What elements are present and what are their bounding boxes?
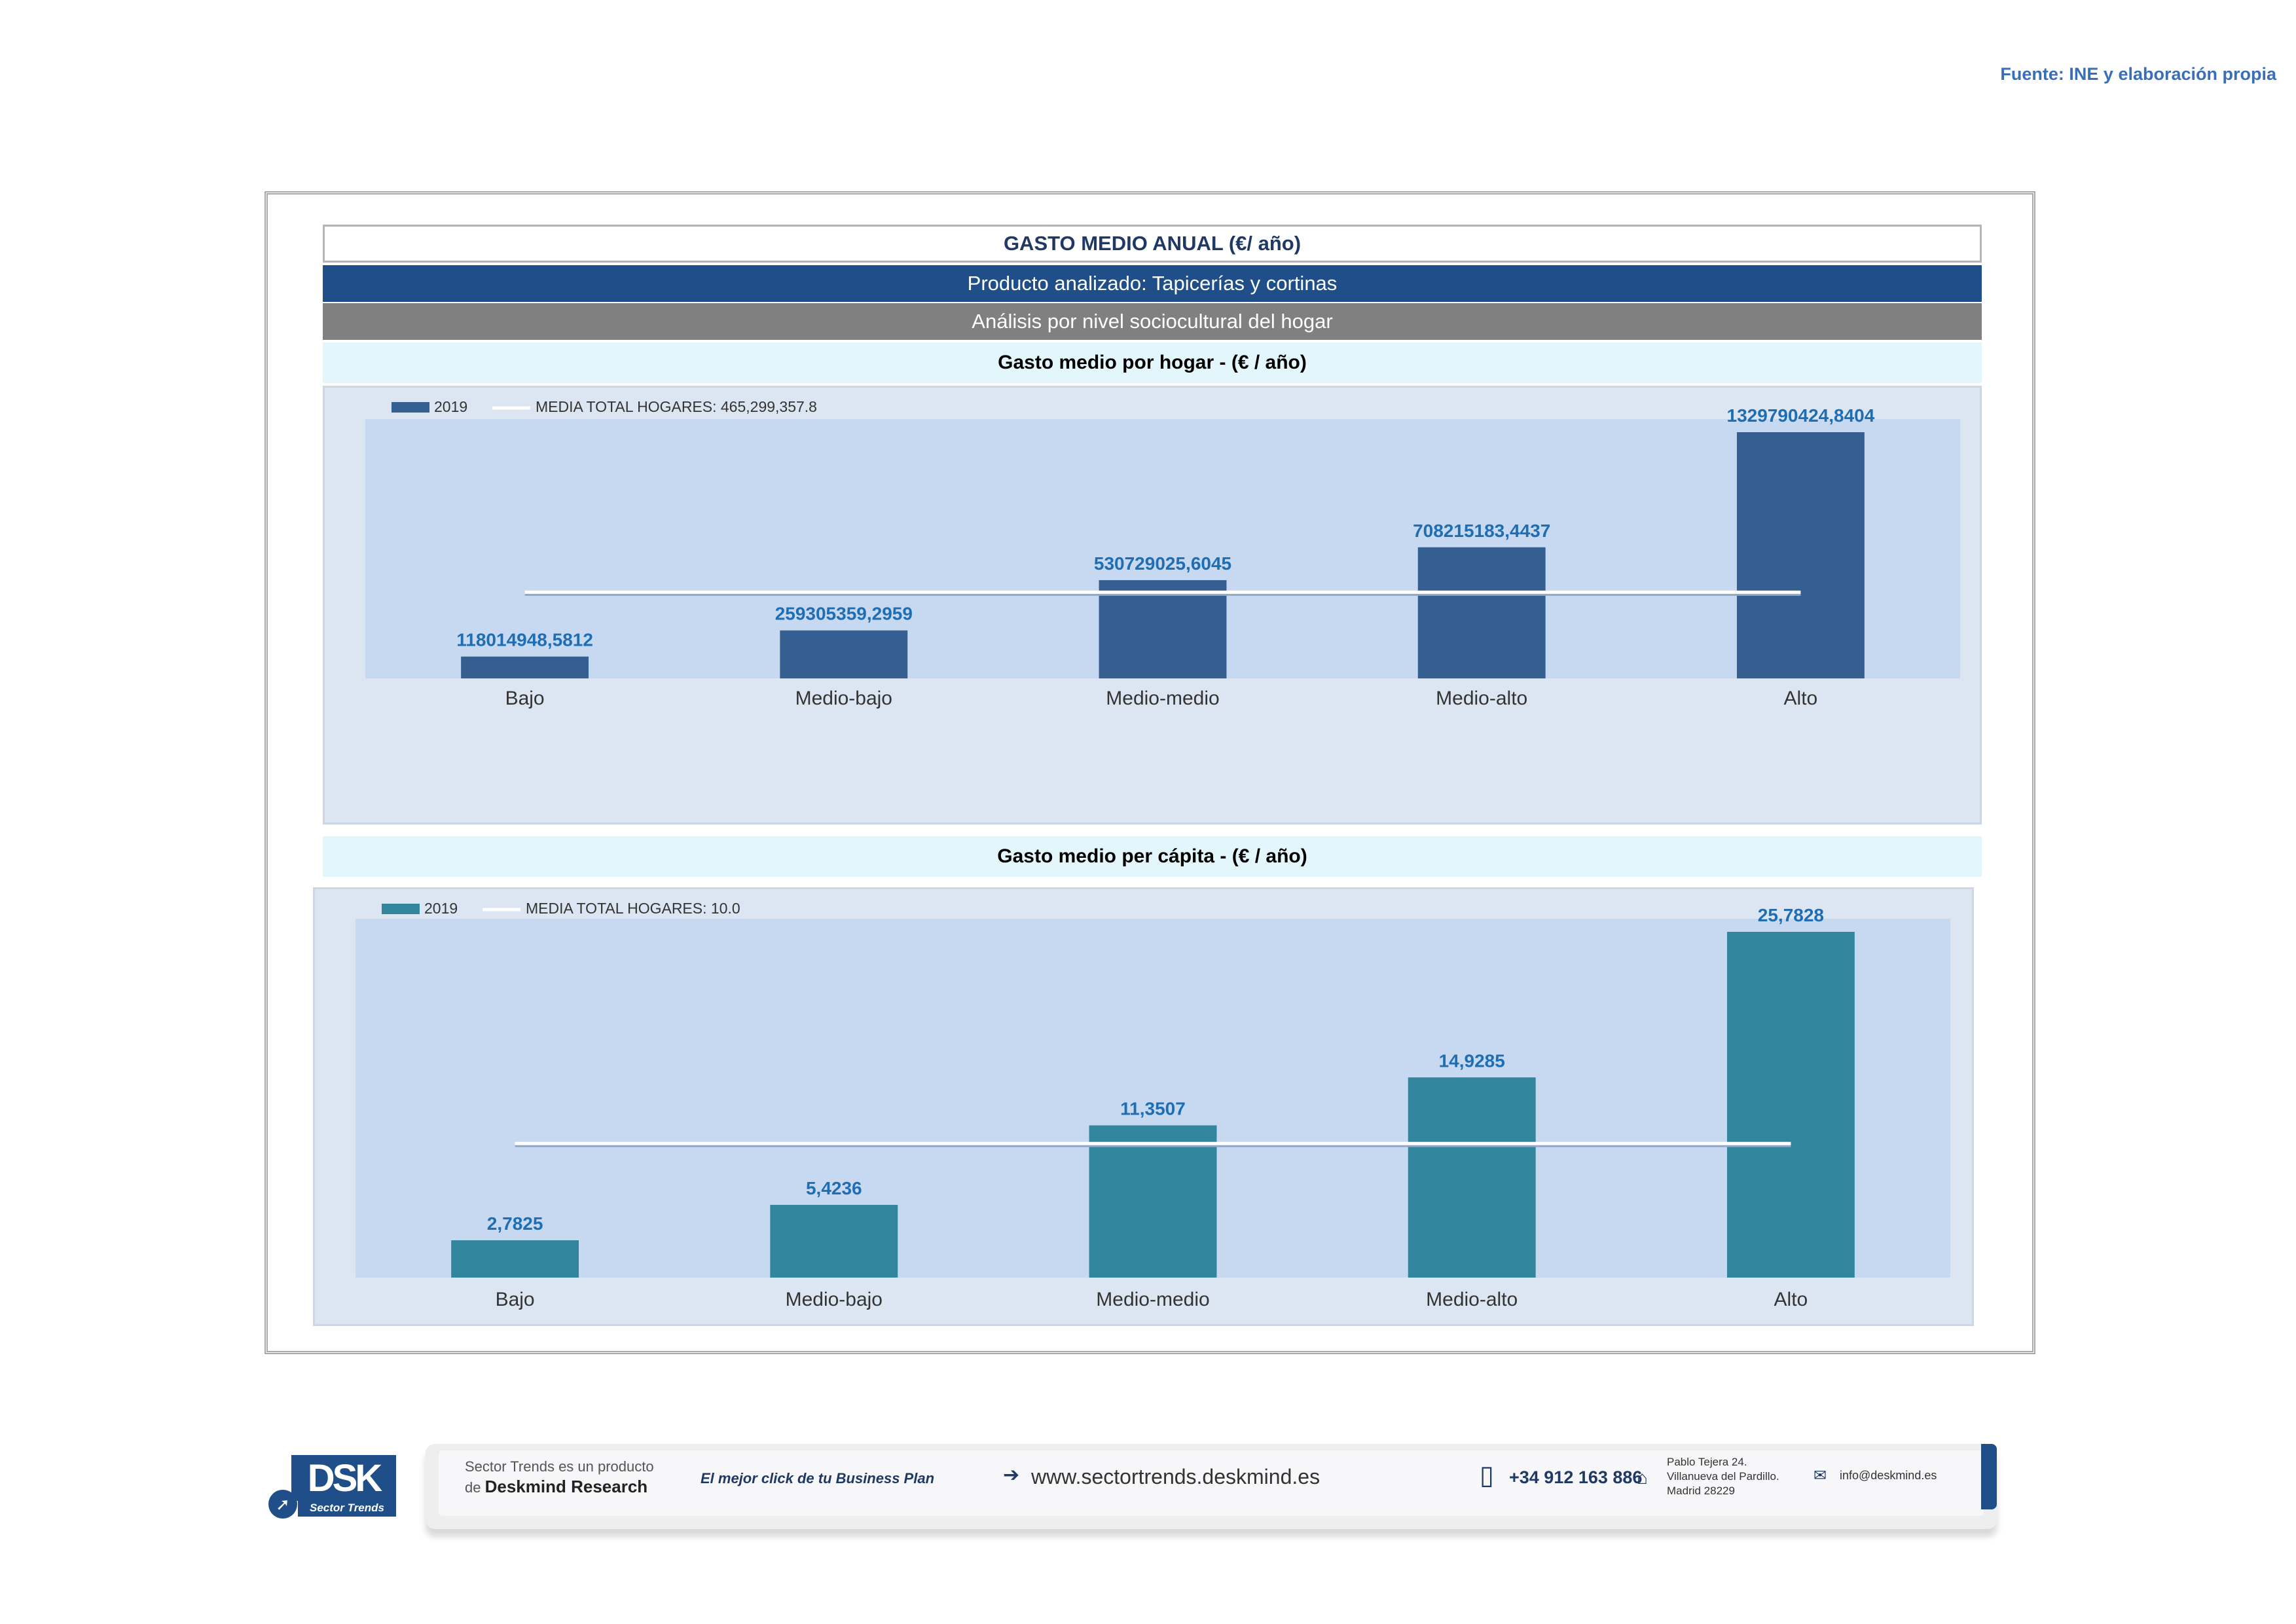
legend-swatch-series [382, 904, 420, 914]
product-line-2-prefix: de [465, 1479, 481, 1496]
bar-bajo [461, 656, 589, 678]
product-line-1: Sector Trends es un producto [465, 1458, 654, 1475]
bar-medio-alto [1408, 1077, 1536, 1278]
legend-label-media: MEDIA TOTAL HOGARES: 10.0 [526, 900, 740, 917]
chart-hogar: 118014948,5812 Bajo 259305359,2959 Medio-ba… [323, 386, 1982, 824]
bar-alto [1726, 932, 1855, 1278]
address-line-2: Villanueva del Pardillo. [1667, 1470, 1779, 1483]
email-icon: ✉ [1813, 1467, 1827, 1485]
bar-medio-bajo [780, 630, 908, 678]
email-link[interactable]: info@deskmind.es [1840, 1469, 1937, 1482]
analysis-banner: Análisis por nivel sociocultural del hog… [323, 303, 1982, 340]
data-label: 14,9285 [1439, 1050, 1505, 1071]
category-label: Medio-alto [1426, 1289, 1518, 1310]
bar-medio-medio [1099, 580, 1227, 678]
footer-banner: Sector Trends es un producto de Deskmind… [426, 1444, 1997, 1529]
chart-capita-title: Gasto medio per cápita - (€ / año) [323, 836, 1982, 877]
login-arrow-icon: ➔ [1003, 1464, 1020, 1486]
address-line-1: Pablo Tejera 24. [1667, 1456, 1747, 1468]
home-icon: ⌂ [1637, 1467, 1648, 1488]
bar-medio-bajo [770, 1204, 898, 1278]
category-label: Bajo [505, 688, 545, 709]
data-label: 259305359,2959 [775, 604, 913, 624]
category-label: Alto [1774, 1289, 1808, 1310]
legend-swatch-series [392, 402, 429, 413]
category-label: Alto [1784, 688, 1818, 709]
logo-subtitle: Sector Trends [298, 1500, 396, 1517]
bar-medio-alto [1417, 547, 1546, 678]
report-title: GASTO MEDIO ANUAL (€/ año) [323, 225, 1982, 263]
chart-hogar-title: Gasto medio por hogar - (€ / año) [323, 342, 1982, 383]
data-label: 5,4236 [806, 1178, 862, 1198]
phone-number[interactable]: +34 912 163 886 [1509, 1467, 1643, 1487]
category-label: Medio-medio [1106, 688, 1219, 709]
product-banner: Producto analizado: Tapicerías y cortina… [323, 265, 1982, 302]
category-label: Medio-bajo [786, 1289, 883, 1310]
bar-medio-medio [1089, 1125, 1217, 1278]
legend-label-series: 2019 [424, 900, 458, 917]
website-link[interactable]: www.sectortrends.deskmind.es [1031, 1465, 1321, 1488]
data-label: 708215183,4437 [1413, 521, 1550, 541]
category-label: Medio-alto [1436, 688, 1527, 709]
category-label: Bajo [496, 1289, 535, 1310]
cursor-arrow-icon: ➚ [268, 1490, 297, 1519]
data-label: 1329790424,8404 [1727, 405, 1875, 426]
dsk-logo: DSK [291, 1455, 396, 1501]
address-line-3: Madrid 28229 [1667, 1485, 1735, 1497]
footer-banner-inner: Sector Trends es un producto de Deskmind… [439, 1450, 1984, 1516]
banner-accent [1981, 1444, 1997, 1509]
phone-icon: ▯ [1480, 1461, 1495, 1490]
data-label: 530729025,6045 [1094, 553, 1231, 574]
chart-capita: 2,7825 Bajo 5,4236 Medio-bajo 11,3507 Medio-m… [313, 887, 1974, 1326]
data-label: 118014948,5812 [456, 630, 593, 650]
bar-alto [1736, 432, 1865, 678]
legend-label-media: MEDIA TOTAL HOGARES: 465,299,357.8 [536, 398, 817, 415]
data-label: 11,3507 [1120, 1099, 1186, 1119]
category-label: Medio-medio [1096, 1289, 1209, 1310]
footer: DSK Sector Trends ➚ Sector Trends es un … [262, 1434, 2030, 1559]
product-line-2: de Deskmind Research [465, 1477, 647, 1497]
bar-bajo [451, 1240, 579, 1278]
legend-label-series: 2019 [434, 398, 467, 415]
chart-svg: 2,7825 Bajo 5,4236 Medio-bajo 11,3507 Medio-m… [355, 900, 1950, 1310]
source-note: Fuente: INE y elaboración propia [2000, 64, 2276, 84]
brand-name: Deskmind Research [484, 1477, 648, 1496]
chart-svg: 118014948,5812 Bajo 259305359,2959 Medio-ba… [365, 398, 1960, 709]
report-frame [264, 191, 2035, 1354]
category-label: Medio-bajo [795, 688, 892, 709]
data-label: 2,7825 [487, 1213, 543, 1234]
slogan: El mejor click de tu Business Plan [701, 1470, 935, 1486]
data-label: 25,7828 [1758, 905, 1824, 925]
